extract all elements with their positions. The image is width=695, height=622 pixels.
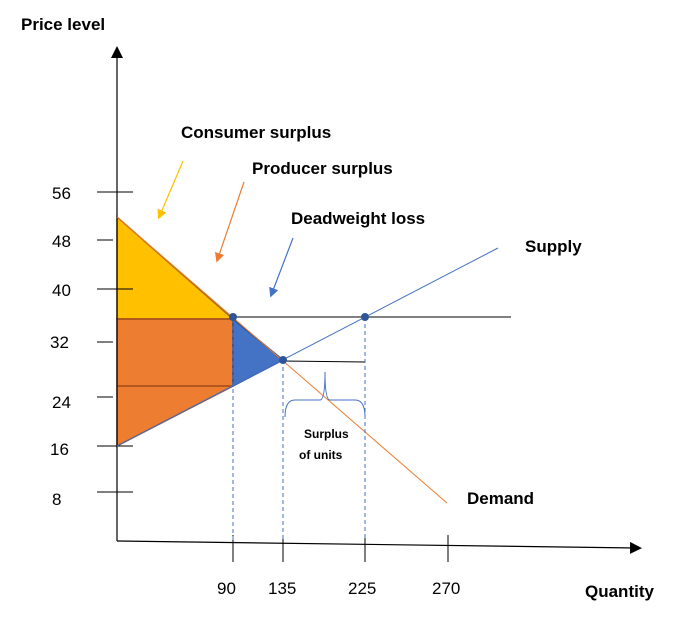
dashed-guides [232, 317, 366, 541]
x-tick-marks [232, 535, 449, 562]
x-tick-label: 90 [217, 579, 236, 598]
surplus-units-label-line2: of units [299, 448, 343, 462]
y-tick-label: 32 [50, 333, 69, 352]
consumer-surplus-arrow [157, 160, 184, 220]
surplus-units-label-line1: Surplus [304, 427, 349, 441]
y-tick-label: 16 [50, 440, 69, 459]
equilibrium-point [279, 356, 287, 364]
demand-label: Demand [467, 489, 534, 508]
y-tick-marks [97, 191, 133, 493]
y-tick-label: 40 [52, 281, 71, 300]
producer-surplus-label: Producer surplus [252, 159, 393, 178]
equilibrium-price-line [282, 360, 366, 363]
y-axis-title: Price level [21, 15, 105, 34]
x-tick-label: 135 [268, 579, 296, 598]
y-tick-label: 56 [52, 184, 71, 203]
deadweight-loss-label: Deadweight loss [291, 209, 425, 228]
x-tick-label: 225 [348, 579, 376, 598]
x-axis-title: Quantity [585, 582, 654, 601]
deadweight-loss-area [232, 317, 285, 388]
x-axis [116, 540, 642, 554]
x-tick-label: 270 [432, 579, 460, 598]
y-tick-label: 24 [52, 393, 71, 412]
consumer-surplus-label: Consumer surplus [181, 123, 331, 142]
price-floor-demand-point [229, 313, 237, 321]
surplus-brace [284, 371, 366, 418]
deadweight-loss-arrow [269, 237, 294, 298]
supply-line [116, 247, 499, 447]
producer-surplus-arrow [215, 181, 245, 263]
price-floor-supply-point [361, 313, 369, 321]
producer-surplus-area [116, 318, 234, 448]
supply-label: Supply [525, 237, 582, 256]
y-tick-label: 8 [52, 490, 61, 509]
y-tick-label: 48 [52, 232, 71, 251]
